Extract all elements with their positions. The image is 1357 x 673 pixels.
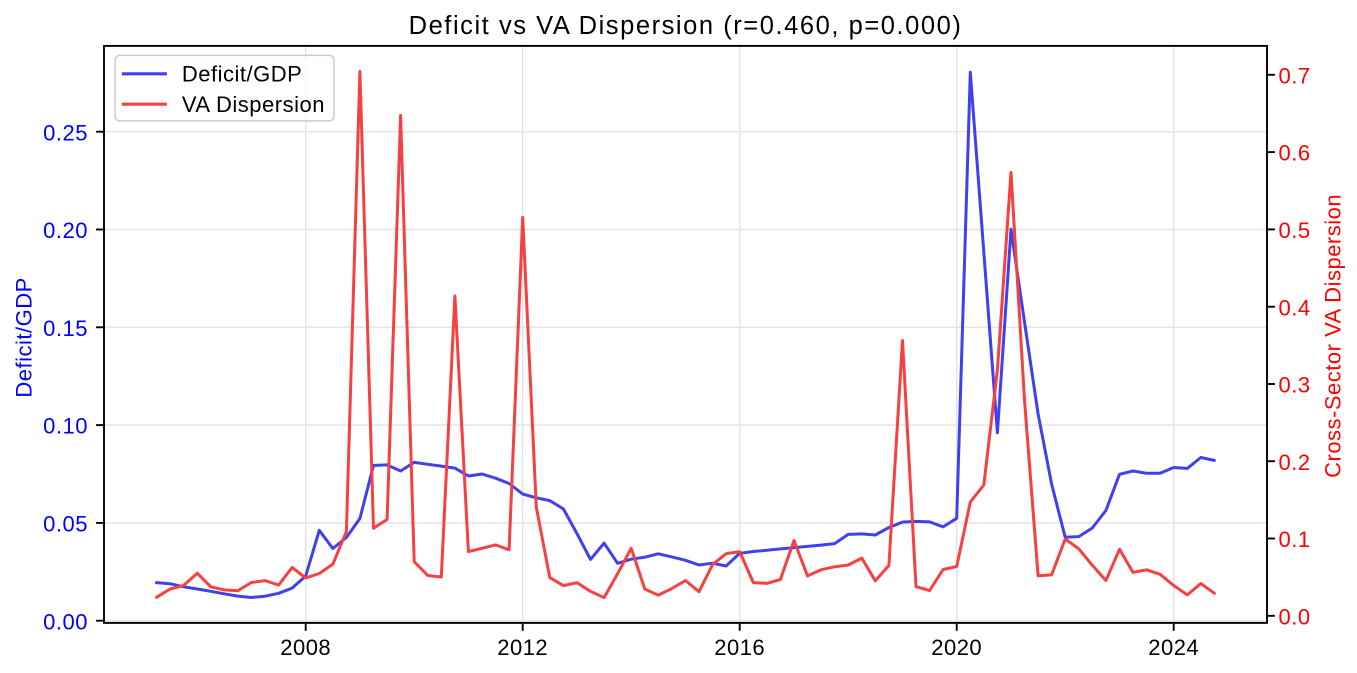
svg-text:0.05: 0.05 <box>43 512 88 537</box>
svg-text:0.2: 0.2 <box>1279 450 1311 475</box>
svg-text:Deficit/GDP: Deficit/GDP <box>182 61 302 86</box>
svg-text:0.10: 0.10 <box>43 414 88 439</box>
svg-text:Deficit vs VA Dispersion (r=0.: Deficit vs VA Dispersion (r=0.460, p=0.0… <box>409 12 963 40</box>
svg-text:2008: 2008 <box>280 635 331 660</box>
svg-text:VA Dispersion: VA Dispersion <box>182 92 325 117</box>
svg-text:0.4: 0.4 <box>1279 295 1311 320</box>
svg-text:0.25: 0.25 <box>43 120 88 145</box>
svg-text:0.00: 0.00 <box>43 609 88 634</box>
svg-text:0.0: 0.0 <box>1279 604 1311 629</box>
svg-text:0.15: 0.15 <box>43 316 88 341</box>
svg-text:0.5: 0.5 <box>1279 218 1311 243</box>
svg-text:0.6: 0.6 <box>1279 141 1311 166</box>
svg-text:2016: 2016 <box>714 635 765 660</box>
svg-text:Deficit/GDP: Deficit/GDP <box>12 277 37 397</box>
svg-text:0.20: 0.20 <box>43 218 88 243</box>
svg-text:0.7: 0.7 <box>1279 63 1311 88</box>
svg-text:2024: 2024 <box>1148 635 1199 660</box>
svg-text:2012: 2012 <box>497 635 548 660</box>
svg-text:2020: 2020 <box>931 635 982 660</box>
svg-text:Cross-Sector VA Dispersion: Cross-Sector VA Dispersion <box>1321 194 1346 478</box>
svg-text:0.3: 0.3 <box>1279 373 1311 398</box>
svg-text:0.1: 0.1 <box>1279 527 1311 552</box>
